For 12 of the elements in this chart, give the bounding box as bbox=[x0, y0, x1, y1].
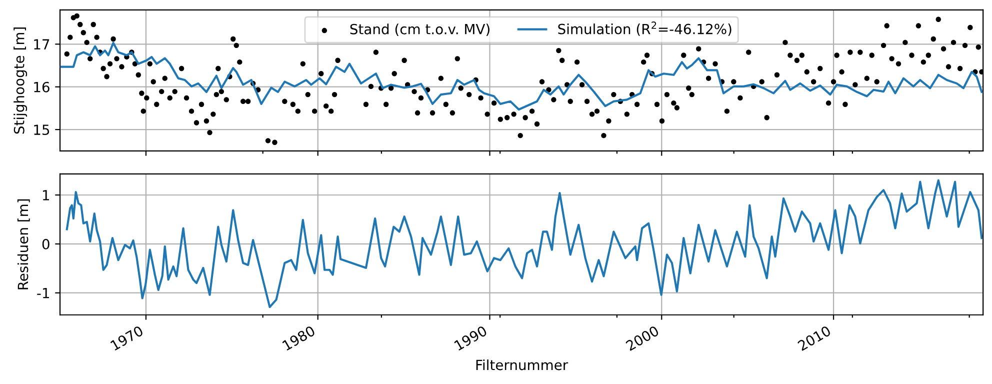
x-axis-title: Filternummer bbox=[476, 359, 568, 370]
line-series bbox=[66, 179, 983, 308]
y-tick-label: 0 bbox=[42, 238, 50, 250]
y-axis-title: Stijghoogte [m] bbox=[14, 28, 28, 134]
legend-label: Stand (cm t.o.v. MV) bbox=[350, 24, 490, 36]
y-axis-title: Residuen [m] bbox=[17, 199, 30, 290]
y-tick-label: 15 bbox=[34, 124, 50, 136]
y-tick-label: -1 bbox=[37, 288, 50, 298]
legend-label: Simulation (R$^{2}$=-46.12%) bbox=[558, 22, 732, 36]
y-tick-label: 16 bbox=[34, 82, 50, 92]
y-tick-label: 17 bbox=[34, 39, 50, 50]
y-tick-label: 1 bbox=[42, 190, 50, 200]
